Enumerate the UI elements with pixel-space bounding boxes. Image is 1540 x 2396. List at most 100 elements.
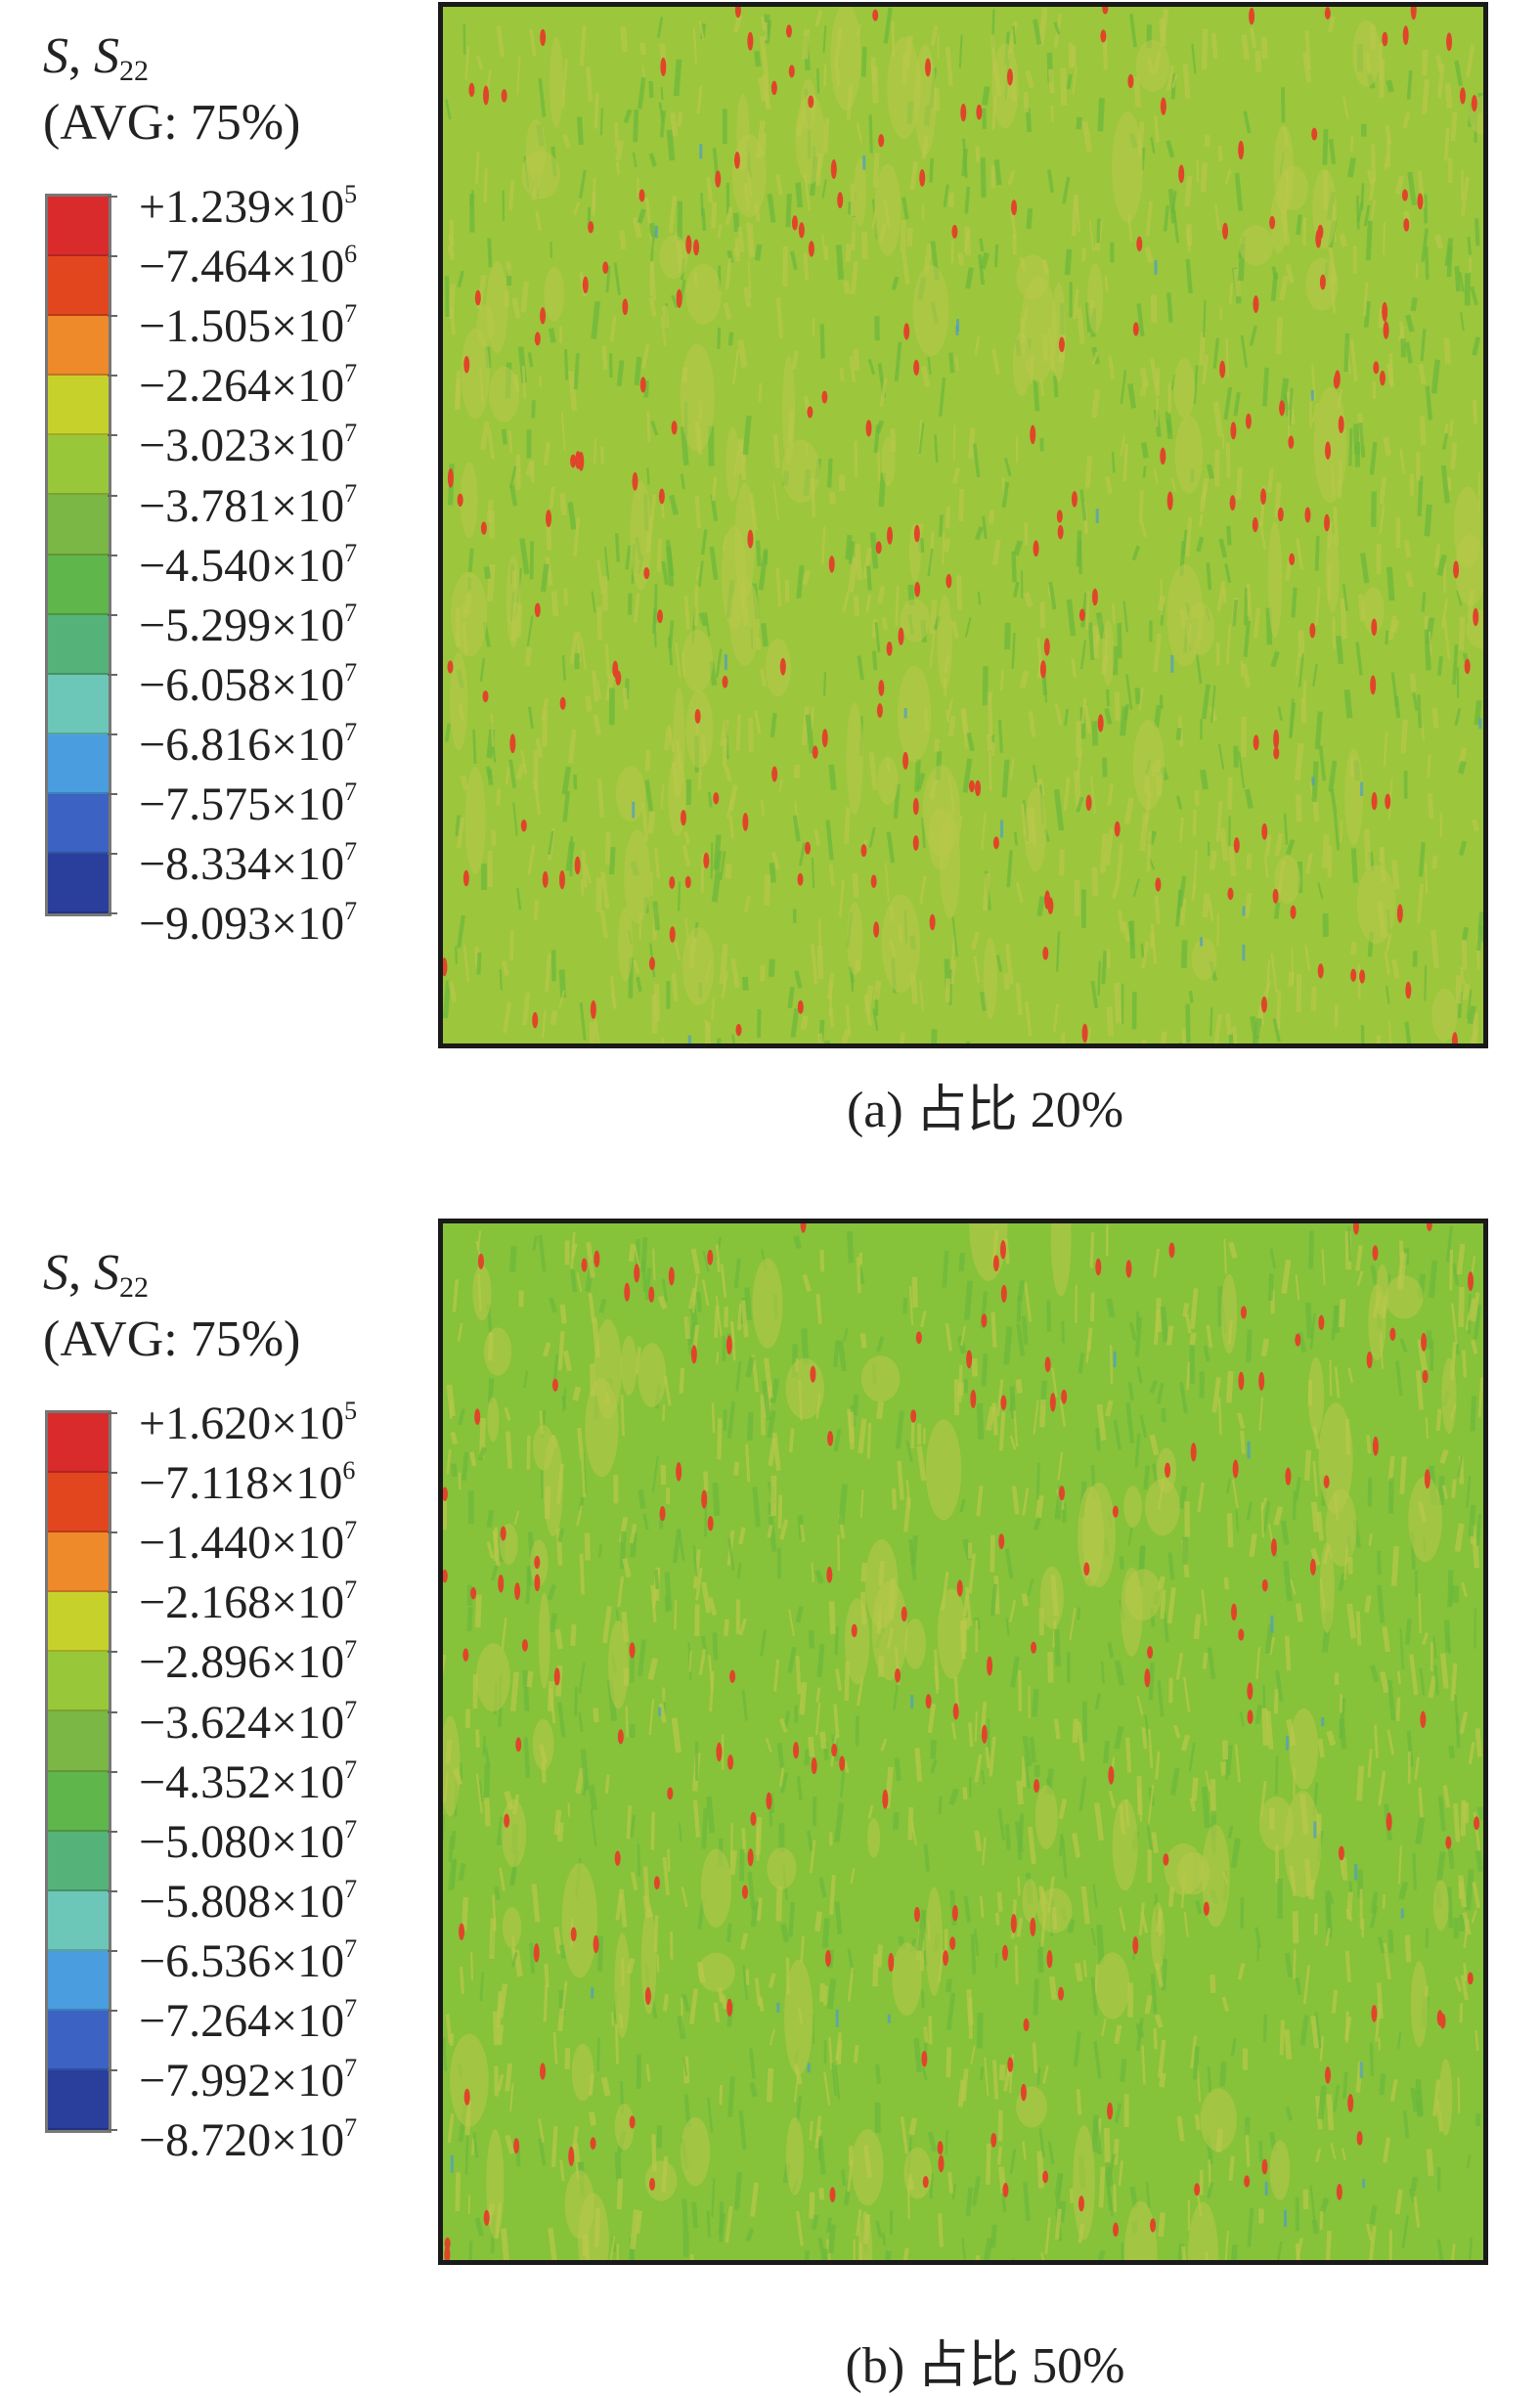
cold-spot [1000, 821, 1003, 838]
contour-streak [1306, 30, 1309, 69]
contour-streak [798, 183, 800, 207]
contour-streak [719, 1419, 720, 1460]
cold-spot [1170, 655, 1173, 673]
contour-streak [471, 1452, 474, 1467]
panel-caption: (b) 占比 50% [0, 2337, 1540, 2396]
stress-hotspot [747, 530, 753, 549]
legend-label: −8.720×107 [139, 2103, 357, 2166]
cold-spot [1270, 1616, 1273, 1633]
contour-streak [835, 1340, 837, 1366]
contour-streak [1376, 1725, 1378, 1758]
stress-hotspot [831, 1744, 837, 1756]
contour-streak [453, 1831, 454, 1849]
stress-hotspot [771, 766, 777, 781]
contour-streak [1187, 176, 1190, 206]
legend-swatch [48, 1891, 109, 1951]
stress-hotspot [1058, 1987, 1064, 2001]
color-legend-bar [45, 194, 111, 916]
legend-label: −7.464×106 [139, 229, 357, 292]
legend-tick [108, 853, 117, 855]
contour-streak [937, 88, 938, 111]
contour-streak [1413, 673, 1414, 690]
contour-streak [762, 800, 764, 817]
contour-streak [1474, 400, 1475, 423]
contour-streak [875, 1954, 876, 1986]
contour-streak [1257, 1705, 1260, 1723]
legend-swatch [48, 1772, 109, 1832]
stress-hotspot [1289, 554, 1295, 565]
contour-streak [858, 1257, 859, 1293]
contour-streak [960, 1382, 961, 1396]
contour-streak [1434, 707, 1435, 728]
stress-hotspot [1372, 1245, 1378, 1261]
stress-hotspot [1160, 448, 1166, 466]
stress-hotspot [659, 489, 665, 505]
contour-streak [1287, 1636, 1289, 1671]
stress-hotspot [1072, 491, 1078, 508]
contour-patch [926, 1419, 961, 1520]
contour-streak [752, 2083, 755, 2097]
stress-hotspot [1405, 982, 1411, 999]
contour-streak [950, 353, 952, 374]
contour-streak [493, 830, 494, 846]
stress-hotspot [685, 876, 691, 889]
contour-streak [453, 1858, 455, 1888]
contour-streak [462, 1967, 463, 1994]
contour-streak [667, 729, 670, 750]
stress-hotspot [1253, 295, 1258, 313]
cold-spot [862, 155, 865, 170]
stress-hotspot [1230, 495, 1236, 510]
contour-streak [1311, 1231, 1312, 1269]
contour-streak [453, 1432, 456, 1443]
contour-streak [1344, 2072, 1346, 2100]
contour-patch [550, 36, 563, 127]
contour-patch [608, 1620, 629, 1708]
stress-hotspot [1421, 1333, 1427, 1352]
contour-streak [1407, 1935, 1408, 1963]
contour-streak [1257, 51, 1258, 71]
contour-streak [625, 688, 627, 709]
stress-hotspot [780, 658, 786, 676]
contour-streak [636, 110, 637, 142]
contour-streak [946, 539, 948, 552]
contour-streak [933, 1740, 934, 1759]
contour-streak [713, 202, 714, 229]
legend-label: −2.896×107 [139, 1624, 357, 1688]
contour-patch [489, 367, 519, 422]
contour-streak [599, 778, 602, 818]
contour-streak [777, 568, 779, 606]
stress-hotspot [575, 451, 581, 468]
contour-streak [1094, 389, 1098, 418]
contour-streak [819, 946, 820, 979]
contour-streak [974, 1358, 975, 1376]
contour-streak [458, 371, 459, 409]
contour-streak [488, 767, 491, 778]
stress-hotspot [1325, 2066, 1331, 2084]
contour-streak [841, 368, 842, 380]
contour-streak [691, 2254, 693, 2260]
legend-tick [108, 495, 117, 497]
contour-patch [484, 1327, 511, 1375]
contour-streak [1371, 2043, 1372, 2076]
stress-hotspot [919, 169, 925, 187]
stress-hotspot [1082, 1024, 1088, 1043]
cold-spot [1311, 390, 1314, 401]
legend-label: −9.093×107 [139, 886, 357, 950]
contour-streak [653, 608, 654, 634]
contour-streak [512, 1246, 514, 1271]
contour-streak [1382, 59, 1383, 98]
stress-hotspot [887, 642, 893, 656]
contour-streak [1451, 1250, 1452, 1291]
cold-spot [1200, 937, 1203, 946]
contour-streak [447, 724, 449, 742]
contour-streak [667, 1572, 670, 1611]
contour-streak [1385, 1627, 1387, 1652]
contour-streak [796, 1236, 799, 1249]
stress-hotspot [1100, 29, 1106, 42]
legend-label: −4.540×107 [139, 528, 357, 592]
contour-streak [1228, 1745, 1230, 1775]
contour-streak [1194, 1778, 1196, 1801]
contour-streak [802, 1936, 804, 1963]
stress-hotspot [1249, 8, 1254, 24]
legend-swatch [48, 1532, 109, 1592]
